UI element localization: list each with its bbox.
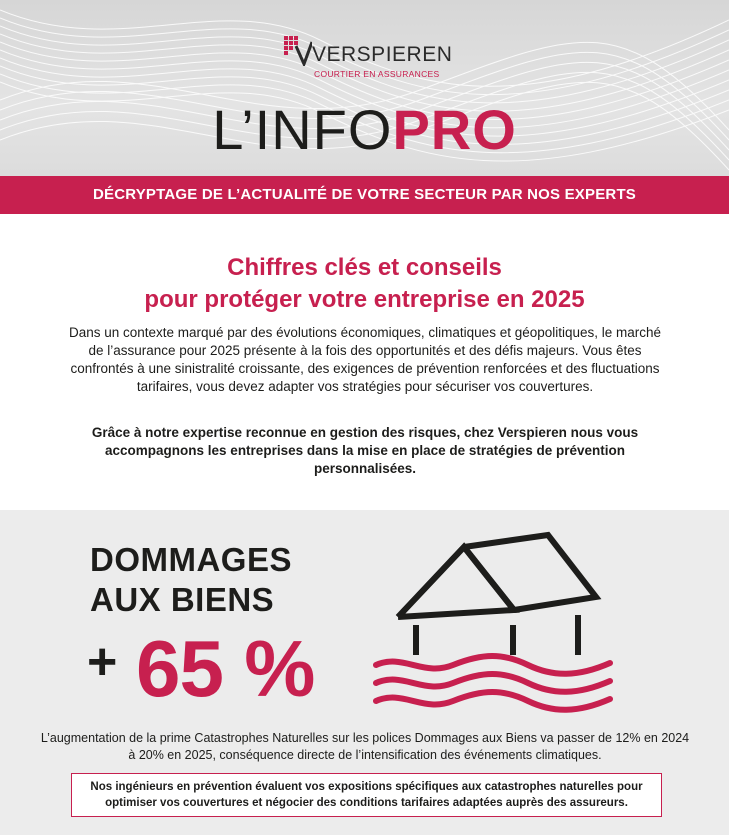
intro-heading: Chiffres clés et conseils pour protéger … <box>0 252 729 316</box>
intro-heading-line1: Chiffres clés et conseils <box>227 254 502 281</box>
wave-pattern-decoration <box>0 9 729 171</box>
damage-title-line2: AUX BIENS <box>90 581 275 618</box>
logo-brand-text: VERSPIEREN <box>312 43 453 66</box>
intro-section: Chiffres clés et conseils pour protéger … <box>0 214 729 510</box>
damage-title: DOMMAGES AUX BIENS <box>90 540 370 620</box>
damage-description: L’augmentation de la prime Catastrophes … <box>40 731 690 762</box>
expert-note-text: Nos ingénieurs en prévention évaluent vo… <box>90 781 643 809</box>
masthead-title: L’INFOPRO <box>0 100 729 160</box>
damage-title-line1: DOMMAGES <box>90 541 292 578</box>
intro-heading-line2: pour protéger votre entreprise en 2025 <box>144 286 585 313</box>
property-damage-section: DOMMAGES AUX BIENS + 65 % L’augmentation… <box>0 510 729 835</box>
subtitle-banner: DÉCRYPTAGE DE L’ACTUALITÉ DE VOTRE SECTE… <box>0 176 729 214</box>
header: VERSPIEREN COURTIER EN ASSURANCES L’INFO… <box>0 0 729 176</box>
logo-tagline: COURTIER EN ASSURANCES <box>314 69 440 79</box>
flooded-house-icon <box>373 531 613 713</box>
logo-mark-icon <box>284 36 312 66</box>
stat-plus-sign: + <box>87 633 118 691</box>
masthead-part-pro: PRO <box>392 98 517 161</box>
masthead-part-info: L’INFO <box>212 98 393 161</box>
intro-paragraph-bold: Grâce à notre expertise reconnue en gest… <box>91 425 639 476</box>
intro-paragraph: Dans un contexte marqué par des évolutio… <box>68 325 662 394</box>
expert-note-box: Nos ingénieurs en prévention évaluent vo… <box>71 773 662 817</box>
verspieren-logo: VERSPIEREN COURTIER EN ASSURANCES <box>284 34 454 84</box>
stat-value: 65 % <box>136 624 315 713</box>
